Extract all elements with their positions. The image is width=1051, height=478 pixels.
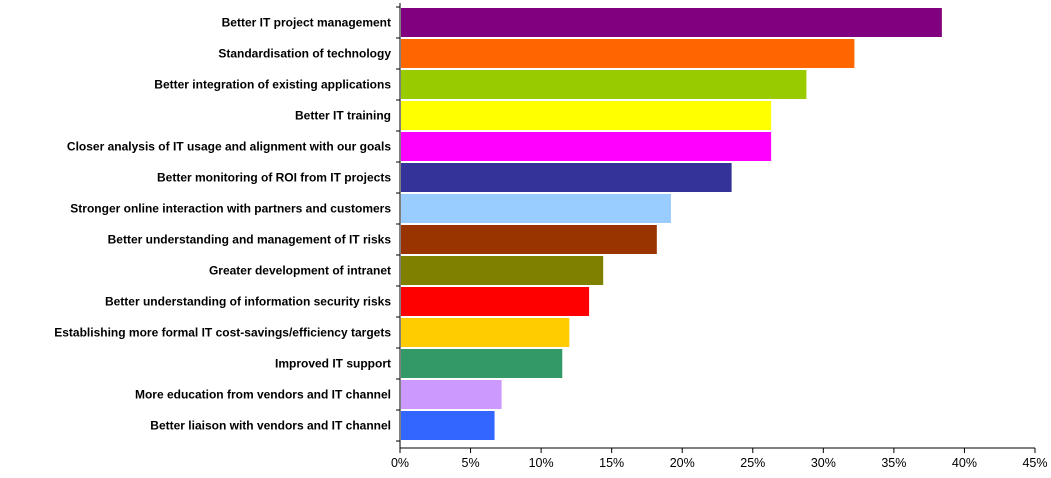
category-label: Better IT training bbox=[295, 109, 391, 123]
bar-13 bbox=[401, 380, 502, 409]
bar-10 bbox=[401, 287, 590, 316]
x-tick-label: 20% bbox=[670, 456, 695, 470]
x-tick-label: 40% bbox=[952, 456, 977, 470]
category-label: Better liaison with vendors and IT chann… bbox=[150, 419, 391, 433]
x-axis: 0% 5% 10% 15% 20% 25% 30% 35% 40% 45% bbox=[391, 3, 1048, 470]
category-labels: Better IT project management Standardisat… bbox=[54, 16, 391, 433]
bar-2 bbox=[401, 39, 855, 68]
category-label: Greater development of intranet bbox=[209, 264, 391, 278]
category-label: Better monitoring of ROI from IT project… bbox=[157, 171, 391, 185]
category-label: Better understanding and management of I… bbox=[108, 233, 392, 247]
bar-4 bbox=[401, 101, 772, 130]
category-label: Better integration of existing applicati… bbox=[154, 78, 391, 92]
x-tick-label: 10% bbox=[529, 456, 554, 470]
x-tick-label: 0% bbox=[391, 456, 409, 470]
category-label: Improved IT support bbox=[275, 357, 391, 371]
x-tick-label: 15% bbox=[599, 456, 624, 470]
bar-6 bbox=[401, 163, 732, 192]
bar-14 bbox=[401, 411, 495, 440]
x-tick-label: 5% bbox=[462, 456, 480, 470]
bar-12 bbox=[401, 349, 563, 378]
category-label: More education from vendors and IT chann… bbox=[135, 388, 391, 402]
bar-5 bbox=[401, 132, 772, 161]
bar-3 bbox=[401, 70, 807, 99]
x-tick-label: 35% bbox=[881, 456, 906, 470]
x-tick-label: 30% bbox=[811, 456, 836, 470]
bar-7 bbox=[401, 194, 671, 223]
bar-1 bbox=[401, 8, 942, 37]
category-label: Standardisation of technology bbox=[218, 47, 391, 61]
category-label: Better understanding of information secu… bbox=[105, 295, 391, 309]
x-tick-label: 45% bbox=[1022, 456, 1047, 470]
category-label: Closer analysis of IT usage and alignmen… bbox=[67, 140, 391, 154]
bar-9 bbox=[401, 256, 604, 285]
bars-layer bbox=[401, 8, 942, 440]
bar-8 bbox=[401, 225, 657, 254]
bar-11 bbox=[401, 318, 570, 347]
category-label: Stronger online interaction with partner… bbox=[70, 202, 391, 216]
x-tick-label: 25% bbox=[740, 456, 765, 470]
category-label: Better IT project management bbox=[222, 16, 391, 30]
category-label: Establishing more formal IT cost-savings… bbox=[54, 326, 391, 340]
